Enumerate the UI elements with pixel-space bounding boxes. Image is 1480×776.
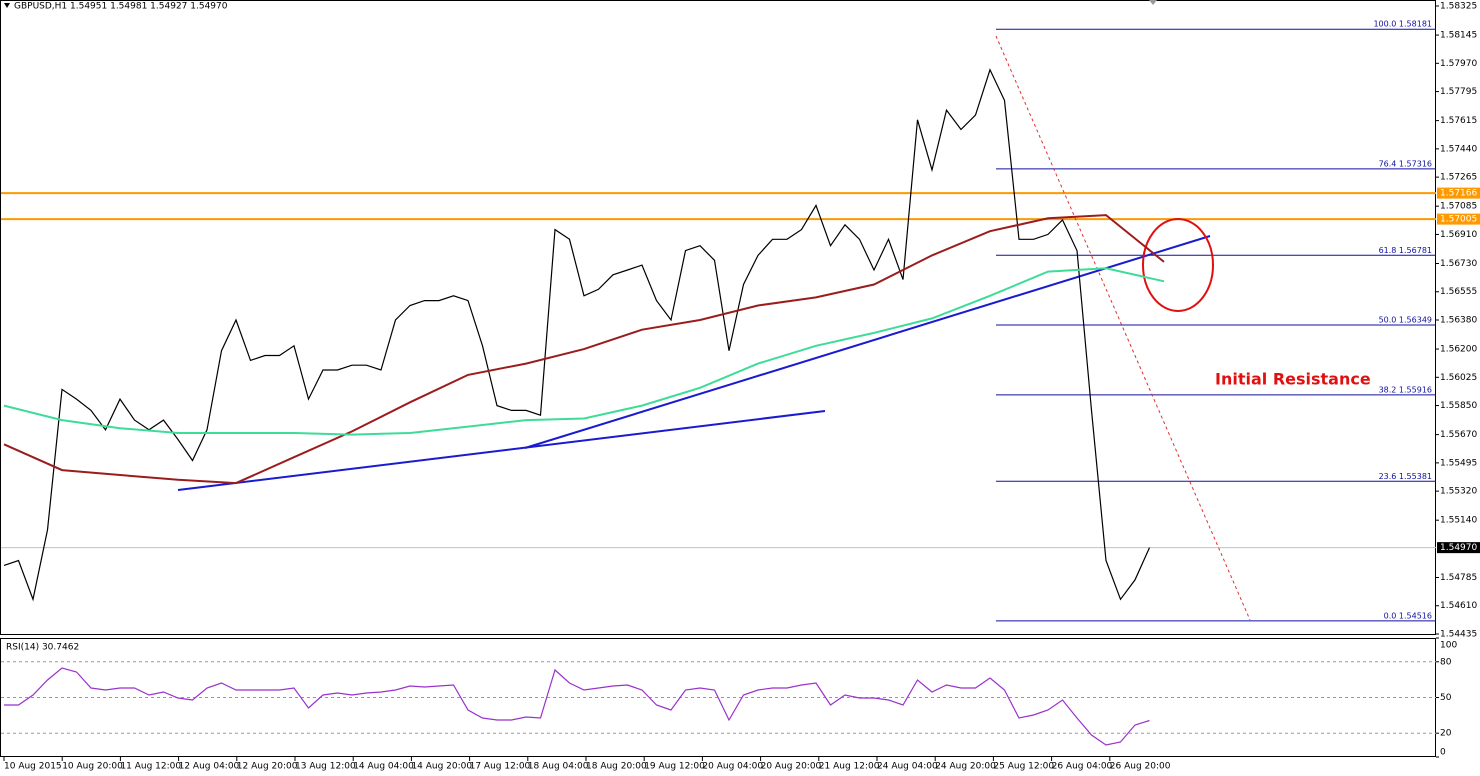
y-tick-label: 1.55670 — [1440, 430, 1477, 440]
y-tick-label: 1.57615 — [1440, 116, 1477, 126]
x-tick-label: 18 Aug 20:00 — [586, 762, 647, 772]
x-tick-label: 10 Aug 20:00 — [62, 762, 123, 772]
y-tick-label: 1.56200 — [1440, 345, 1477, 355]
current-price-bg — [1437, 542, 1480, 554]
highlight-circle — [1142, 218, 1214, 312]
level-label: 1.57166 — [1440, 189, 1477, 199]
x-tick-label: 25 Aug 12:00 — [993, 762, 1054, 772]
y-tick-label: 1.57265 — [1440, 173, 1477, 183]
x-tick-label: 26 Aug 20:00 — [1110, 762, 1171, 772]
x-tick-label: 19 Aug 12:00 — [644, 762, 705, 772]
symbol-arrow — [4, 3, 10, 8]
trend-line — [524, 235, 1211, 449]
fib-label: 23.6 1.55381 — [1379, 472, 1432, 481]
x-tick-label: 24 Aug 20:00 — [935, 762, 996, 772]
x-tick-label: 17 Aug 12:00 — [470, 762, 531, 772]
fib-label: 50.0 1.56349 — [1379, 316, 1432, 325]
trend-line — [177, 410, 826, 491]
series-line — [3, 214, 1165, 485]
x-tick-label: 20 Aug 20:00 — [761, 762, 822, 772]
x-tick-label: 11 Aug 12:00 — [120, 762, 181, 772]
y-tick-label: 1.55850 — [1440, 401, 1477, 411]
y-tick-label: 1.58325 — [1440, 2, 1477, 12]
series-line — [3, 68, 1151, 602]
fib-label: 61.8 1.56781 — [1379, 246, 1432, 255]
fib-label: 76.4 1.57316 — [1379, 159, 1432, 168]
y-tick-label: 1.56380 — [1440, 316, 1477, 326]
x-tick-label: 12 Aug 04:00 — [179, 762, 240, 772]
down-trend-line — [995, 35, 1251, 621]
y-tick-label: 1.57440 — [1440, 144, 1477, 154]
y-tick-label: 0 — [1440, 748, 1446, 758]
y-tick-label: 1.54435 — [1440, 630, 1477, 640]
x-tick-label: 21 Aug 12:00 — [819, 762, 880, 772]
main-panel-frame — [0, 0, 1436, 635]
fib-label: 100.0 1.58181 — [1373, 20, 1432, 29]
x-tick-label: 14 Aug 04:00 — [353, 762, 414, 772]
annotation: Initial Resistance — [1215, 370, 1371, 389]
y-tick-label: 1.56910 — [1440, 230, 1477, 240]
x-tick-label: 24 Aug 04:00 — [877, 762, 938, 772]
level-label-bg — [1437, 213, 1480, 225]
y-tick-label: 100 — [1440, 641, 1457, 651]
y-tick-label: 1.54610 — [1440, 601, 1477, 611]
y-tick-label: 1.57970 — [1440, 59, 1477, 69]
y-tick-label: 1.57795 — [1440, 87, 1477, 97]
rsi-title: RSI(14) 30.7462 — [6, 643, 79, 653]
x-tick-label: 18 Aug 04:00 — [528, 762, 589, 772]
y-tick-label: 1.55495 — [1440, 458, 1477, 468]
series-line — [4, 667, 1150, 746]
shift-marker — [1149, 0, 1157, 5]
y-tick-label: 1.56025 — [1440, 373, 1477, 383]
level-label-bg — [1437, 187, 1480, 199]
x-tick-label: 13 Aug 12:00 — [295, 762, 356, 772]
y-tick-label: 1.58145 — [1440, 31, 1477, 41]
y-tick-label: 50 — [1440, 693, 1452, 703]
symbol-header: GBPUSD,H1 1.54951 1.54981 1.54927 1.5497… — [14, 2, 228, 12]
x-tick-label: 26 Aug 04:00 — [1052, 762, 1113, 772]
y-tick-label: 80 — [1440, 657, 1452, 667]
y-tick-label: 1.56555 — [1440, 287, 1477, 297]
current-price-label: 1.54970 — [1440, 543, 1477, 553]
y-tick-label: 20 — [1440, 729, 1452, 739]
y-tick-label: 1.55320 — [1440, 487, 1477, 497]
x-tick-label: 14 Aug 20:00 — [411, 762, 472, 772]
y-tick-label: 1.55140 — [1440, 516, 1477, 526]
x-tick-label: 12 Aug 20:00 — [237, 762, 298, 772]
level-label: 1.57005 — [1440, 215, 1477, 225]
fib-label: 38.2 1.55916 — [1379, 385, 1432, 394]
y-tick-label: 1.57085 — [1440, 202, 1477, 212]
y-tick-label: 1.54785 — [1440, 573, 1477, 583]
series-line — [3, 267, 1165, 436]
x-tick-label: 20 Aug 04:00 — [702, 762, 763, 772]
x-tick-label: 10 Aug 2015 — [4, 762, 62, 772]
y-tick-label: 1.56730 — [1440, 259, 1477, 269]
fib-label: 0.0 1.54516 — [1384, 611, 1432, 620]
